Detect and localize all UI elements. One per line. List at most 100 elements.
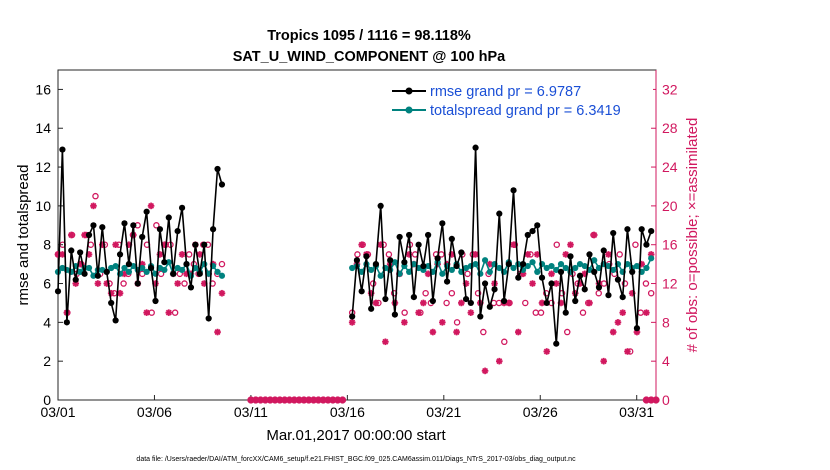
obs-assimilated-marker <box>600 357 608 365</box>
spread-point <box>143 268 150 275</box>
obs-possible-marker <box>443 299 450 307</box>
rmse-point <box>453 262 460 270</box>
y-left-tick-label: 16 <box>35 81 51 97</box>
rmse-point <box>605 292 612 299</box>
rmse-point <box>147 264 155 272</box>
obs-assimilated-stroke <box>496 358 503 365</box>
y-left-tick-label: 0 <box>43 392 51 408</box>
spread-point <box>214 268 221 275</box>
rmse-point <box>156 226 164 233</box>
spread-point <box>510 264 517 272</box>
rmse-point <box>434 255 441 262</box>
spread-point <box>391 259 398 266</box>
obs-assimilated-marker <box>420 299 427 307</box>
obs-possible-marker <box>501 338 508 346</box>
obs-assimilated-stroke <box>218 290 225 297</box>
rmse-point <box>99 224 106 231</box>
obs-possible-marker <box>464 270 471 278</box>
obs-assimilated-stroke <box>401 319 408 326</box>
obs-possible-marker <box>453 319 461 326</box>
y-axis-left-label: rmse and totalspread <box>15 165 32 306</box>
rmse-point <box>519 261 527 268</box>
spread-point <box>496 264 503 272</box>
spread-point <box>178 266 186 274</box>
rmse-point <box>178 204 186 211</box>
rmse-point <box>481 280 489 287</box>
rmse-point <box>505 261 512 268</box>
rmse-point <box>201 241 208 248</box>
obs-assimilated-stroke <box>196 251 203 258</box>
rmse-point <box>121 220 128 227</box>
obs-assimilated-stroke <box>81 231 88 239</box>
rmse-line <box>351 146 652 345</box>
y-right-tick-label: 28 <box>662 120 678 136</box>
obs-assimilated-stroke <box>610 329 617 336</box>
obs-assimilated-marker <box>624 348 631 355</box>
spread-point <box>112 262 119 270</box>
rmse-point <box>496 210 503 217</box>
obs-assimilated-marker <box>533 251 541 258</box>
obs-assimilated-marker <box>415 309 422 316</box>
spread-point <box>591 257 598 264</box>
obs-assimilated-marker <box>529 280 536 287</box>
obs-possible-marker <box>616 251 623 258</box>
chart-title-line2: SAT_U_WIND_COMPONENT @ 100 hPa <box>233 49 506 65</box>
obs-assimilated-marker <box>458 299 465 307</box>
rmse-point <box>553 340 560 347</box>
obs-assimilated-stroke <box>515 329 522 336</box>
obs-zero-marker <box>338 396 347 404</box>
rmse-point <box>510 187 517 194</box>
rmse-point <box>59 146 66 153</box>
x-tick-label: 03/16 <box>330 404 365 420</box>
rmse-point <box>467 299 474 307</box>
x-tick-label: 03/31 <box>619 404 654 420</box>
obs-assimilated-stroke <box>486 261 493 268</box>
obs-possible-marker <box>401 309 408 316</box>
obs-possible-marker <box>621 280 629 287</box>
spread-point <box>624 261 631 268</box>
obs-assimilated-stroke <box>524 251 531 258</box>
obs-possible-marker <box>522 299 529 307</box>
spread-point <box>562 264 569 272</box>
obs-possible-marker <box>153 222 160 229</box>
rmse-point <box>448 235 455 242</box>
rmse-point <box>68 247 75 254</box>
rmse-point <box>548 280 555 287</box>
obs-assimilated-stroke <box>349 319 356 326</box>
obs-assimilated-stroke <box>605 251 612 258</box>
rmse-point <box>382 295 389 303</box>
obs-assimilated-marker <box>538 299 546 307</box>
obs-assimilated-marker <box>439 319 446 326</box>
obs-zero-marker <box>652 396 660 404</box>
rmse-point <box>214 165 221 173</box>
obs-assimilated-marker <box>67 231 75 239</box>
y-right-tick-label: 16 <box>662 237 678 253</box>
spread-point <box>557 261 565 268</box>
obs-possible-marker <box>480 328 487 336</box>
rmse-point <box>170 270 177 277</box>
obs-assimilated-marker <box>567 241 574 249</box>
y-right-tick-label: 0 <box>662 392 670 408</box>
rmse-point <box>420 262 427 270</box>
rmse-point <box>477 313 484 320</box>
obs-assimilated-stroke <box>591 231 598 239</box>
spread-point <box>139 264 146 272</box>
rmse-point <box>210 226 217 233</box>
obs-assimilated-stroke <box>529 280 536 287</box>
rmse-point <box>462 295 470 303</box>
rmse-point <box>85 231 93 239</box>
legend-spread-label: totalspread grand pr = 6.3419 <box>430 103 621 119</box>
spread-point <box>218 272 226 279</box>
y-right-tick-label: 20 <box>662 198 678 214</box>
obs-assimilated-marker <box>218 289 226 297</box>
rmse-point <box>429 297 436 305</box>
rmse-point <box>112 317 119 324</box>
rmse-point <box>125 261 133 268</box>
obs-assimilated-marker <box>358 241 365 249</box>
rmse-point <box>396 233 403 241</box>
spread-point <box>377 272 384 279</box>
obs-assimilated-marker <box>90 202 97 210</box>
rmse-point <box>415 241 422 248</box>
obs-assimilated-stroke <box>425 270 432 277</box>
rmse-point <box>643 241 650 248</box>
